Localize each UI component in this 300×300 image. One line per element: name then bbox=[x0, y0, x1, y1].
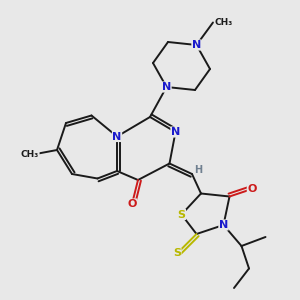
Text: S: S bbox=[178, 209, 185, 220]
Text: O: O bbox=[247, 184, 257, 194]
Text: N: N bbox=[192, 40, 201, 50]
Text: N: N bbox=[162, 82, 171, 92]
Text: H: H bbox=[194, 165, 203, 176]
Text: O: O bbox=[127, 199, 137, 209]
Text: CH₃: CH₃ bbox=[21, 150, 39, 159]
Text: CH₃: CH₃ bbox=[214, 18, 232, 27]
Text: S: S bbox=[173, 248, 181, 259]
Text: N: N bbox=[112, 131, 122, 142]
Text: N: N bbox=[219, 220, 228, 230]
Text: N: N bbox=[171, 127, 180, 137]
